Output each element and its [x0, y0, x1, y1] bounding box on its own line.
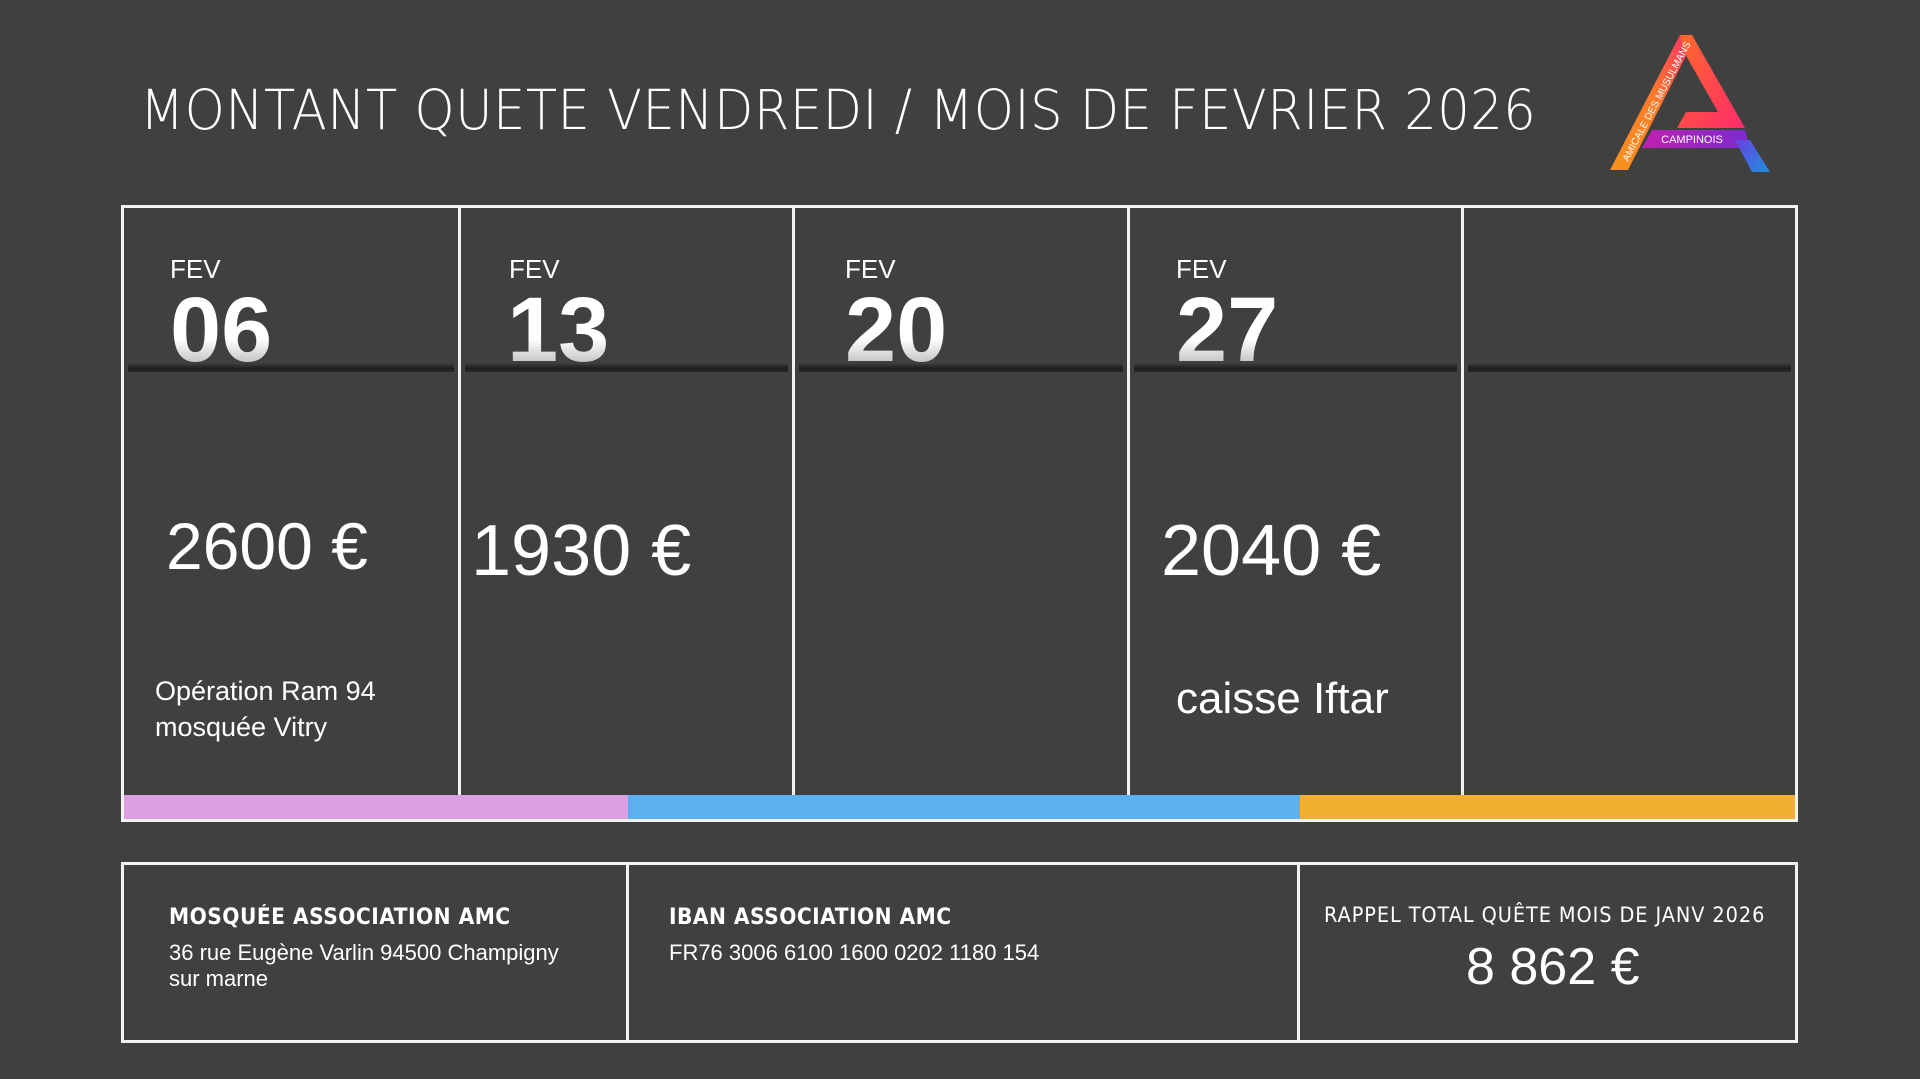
mosque-info: MOSQUÉE ASSOCIATION AMC 36 rue Eugène Va…	[124, 865, 626, 1040]
note-line: Opération Ram 94	[155, 676, 376, 706]
amc-logo: CAMPINOIS AMICALE DES MUSULMANS	[1600, 30, 1770, 172]
column-divider	[458, 208, 461, 800]
color-bar-segment-pink	[124, 795, 628, 819]
day-number: 06	[170, 276, 272, 366]
mosque-heading: MOSQUÉE ASSOCIATION AMC	[169, 905, 511, 930]
column-divider	[792, 208, 795, 800]
month-label: FEV	[845, 254, 896, 284]
amount: 1930 €	[471, 511, 692, 591]
footer-divider	[626, 865, 629, 1040]
address-line: sur marne	[169, 966, 269, 991]
note-line: mosquée Vitry	[155, 712, 328, 742]
reminder-heading: RAPPEL TOTAL QUÊTE MOIS DE JANV 2026	[1324, 903, 1766, 927]
footer-info-box: MOSQUÉE ASSOCIATION AMC 36 rue Eugène Va…	[121, 862, 1798, 1043]
address-line: 36 rue Eugène Varlin 94500 Champigny	[169, 940, 559, 965]
iban-value: FR76 3006 6100 1600 0202 1180 154	[669, 940, 1040, 965]
column-divider	[1461, 208, 1464, 800]
friday-cell: FEV 20	[795, 208, 1127, 799]
month-label: FEV	[509, 254, 560, 284]
day-number: 27	[1176, 276, 1278, 366]
month-label: FEV	[1176, 254, 1227, 284]
color-bar-segment-orange	[1300, 795, 1795, 819]
color-bar-segment-blue	[628, 795, 1300, 819]
column-divider	[1127, 208, 1130, 800]
friday-cell: FEV 06 2600 € Opération Ram 94 mosquée V…	[124, 208, 458, 799]
shelf-shadow	[1468, 363, 1791, 372]
shelf-shadow	[1134, 363, 1457, 372]
note: caisse Iftar	[1176, 674, 1389, 724]
svg-text:CAMPINOIS: CAMPINOIS	[1661, 134, 1723, 146]
shelf-shadow	[128, 363, 454, 372]
fridays-table: FEV 06 2600 € Opération Ram 94 mosquée V…	[121, 205, 1798, 822]
iban-info: IBAN ASSOCIATION AMC FR76 3006 6100 1600…	[629, 865, 1297, 1040]
friday-cell-empty	[1464, 208, 1795, 799]
friday-cell: FEV 27 2040 € caisse Iftar	[1130, 208, 1461, 799]
note-line: caisse Iftar	[1176, 674, 1389, 723]
day-number: 13	[507, 276, 609, 366]
shelf-shadow	[465, 363, 788, 372]
friday-cell: FEV 13 1930 €	[461, 208, 792, 799]
note: Opération Ram 94 mosquée Vitry	[155, 673, 376, 745]
color-bar	[124, 795, 1795, 819]
amc-triangle-logo-icon: CAMPINOIS AMICALE DES MUSULMANS	[1610, 35, 1770, 172]
amount: 2040 €	[1161, 511, 1382, 591]
amount: 2600 €	[166, 509, 368, 583]
iban-heading: IBAN ASSOCIATION AMC	[669, 905, 952, 930]
mosque-address: 36 rue Eugène Varlin 94500 Champigny sur…	[169, 940, 559, 992]
day-number: 20	[845, 276, 947, 366]
reminder-info: RAPPEL TOTAL QUÊTE MOIS DE JANV 2026 8 8…	[1300, 865, 1795, 1040]
footer-divider	[1297, 865, 1300, 1040]
page-title: MONTANT QUETE VENDREDI / MOIS DE FEVRIER…	[140, 78, 1537, 142]
reminder-total: 8 862 €	[1466, 938, 1640, 996]
shelf-shadow	[799, 363, 1123, 372]
month-label: FEV	[170, 254, 221, 284]
